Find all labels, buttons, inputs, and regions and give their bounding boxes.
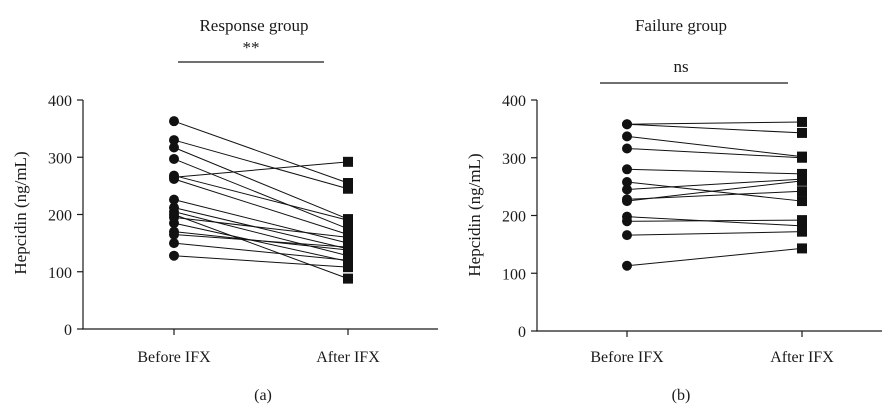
after-point <box>797 186 807 197</box>
x-tick-label: After IFX <box>770 349 834 366</box>
pair-line <box>173 214 349 280</box>
before-point <box>622 164 632 175</box>
before-point <box>622 177 632 188</box>
after-point <box>343 223 353 234</box>
pair-line <box>173 234 349 248</box>
pair-line <box>173 147 349 220</box>
after-point <box>797 175 807 186</box>
after-point <box>797 220 807 231</box>
before-point <box>169 250 179 261</box>
y-tick-label: 400 <box>48 93 72 110</box>
pair-line <box>173 242 349 261</box>
pair-line <box>626 121 803 125</box>
panel-b-y-axis-label: Hepcidin (ng/mL) <box>465 153 484 276</box>
pair-line <box>173 255 349 268</box>
panel-b: Failure group ns Hepcidin (ng/mL) 0 100 20… <box>465 16 882 404</box>
before-point <box>169 153 179 164</box>
panel-a-y-axis-label: Hepcidin (ng/mL) <box>11 151 30 274</box>
before-point <box>169 142 179 153</box>
panel-b-plot: 0 100 200 300 400 Before IFX After IFX <box>502 93 882 366</box>
pair-line <box>173 216 349 238</box>
before-point <box>169 209 179 220</box>
pair-line <box>173 161 349 178</box>
after-point <box>343 232 353 243</box>
panel-a-significance: ** <box>243 38 260 57</box>
after-point <box>797 215 807 226</box>
pair-line <box>173 207 349 250</box>
pair-line <box>173 120 349 184</box>
pair-line <box>626 168 803 175</box>
before-point <box>622 260 632 271</box>
pair-line <box>626 247 803 267</box>
before-point <box>169 194 179 205</box>
panel-b-caption: (b) <box>672 387 691 404</box>
y-tick-label: 400 <box>502 93 526 110</box>
panel-b-significance: ns <box>673 57 688 76</box>
after-point <box>797 127 807 138</box>
x-tick-label: After IFX <box>316 349 380 366</box>
panel-a: Response group ** Hepcidin (ng/mL) 0 100 2… <box>11 16 438 404</box>
pair-line <box>626 148 803 159</box>
x-tick-label: Before IFX <box>137 349 211 366</box>
pair-line <box>626 231 803 236</box>
before-point <box>622 230 632 241</box>
y-tick-label: 300 <box>48 150 72 167</box>
y-tick-label: 200 <box>502 209 526 226</box>
after-point <box>797 196 807 207</box>
panel-a-plot: 0 100 200 300 400 Before IFX After IFX <box>48 93 438 366</box>
y-tick-label: 0 <box>64 322 72 339</box>
before-point <box>169 229 179 240</box>
panel-b-title: Failure group <box>635 16 727 35</box>
after-point <box>343 156 353 167</box>
after-point <box>797 168 807 179</box>
after-point <box>343 215 353 226</box>
pair-line <box>626 216 803 227</box>
pair-line <box>173 211 349 257</box>
after-point <box>797 152 807 163</box>
pair-line <box>173 178 349 236</box>
before-point <box>622 143 632 154</box>
y-tick-label: 200 <box>48 208 72 225</box>
panel-a-caption: (a) <box>254 387 272 404</box>
pair-line <box>173 222 349 262</box>
y-tick-label: 0 <box>518 324 526 341</box>
after-point <box>343 183 353 194</box>
y-tick-label: 100 <box>502 266 526 283</box>
pair-line <box>626 135 803 158</box>
before-point <box>622 131 632 142</box>
after-point <box>343 273 353 284</box>
after-point <box>797 116 807 127</box>
after-point <box>797 243 807 254</box>
pair-line <box>173 175 349 221</box>
before-point <box>622 119 632 130</box>
before-point <box>169 218 179 229</box>
before-point <box>169 135 179 146</box>
after-point <box>343 255 353 266</box>
before-point <box>169 172 179 183</box>
panel-a-title: Response group <box>199 16 308 35</box>
after-point <box>797 226 807 237</box>
y-tick-label: 100 <box>48 265 72 282</box>
before-point <box>169 116 179 127</box>
after-point <box>343 178 353 189</box>
after-point <box>343 242 353 253</box>
before-point <box>622 196 632 207</box>
pair-line <box>626 181 803 202</box>
pair-line <box>626 123 803 134</box>
pair-line <box>626 219 803 222</box>
before-point <box>622 184 632 195</box>
pair-line <box>173 139 349 190</box>
pair-line <box>173 199 349 244</box>
before-point <box>169 238 179 249</box>
pair-line <box>626 178 803 191</box>
pair-line <box>173 158 349 230</box>
after-point <box>343 262 353 273</box>
pair-line <box>626 180 803 202</box>
y-tick-label: 300 <box>502 151 526 168</box>
before-point <box>622 216 632 227</box>
x-tick-label: Before IFX <box>590 349 664 366</box>
